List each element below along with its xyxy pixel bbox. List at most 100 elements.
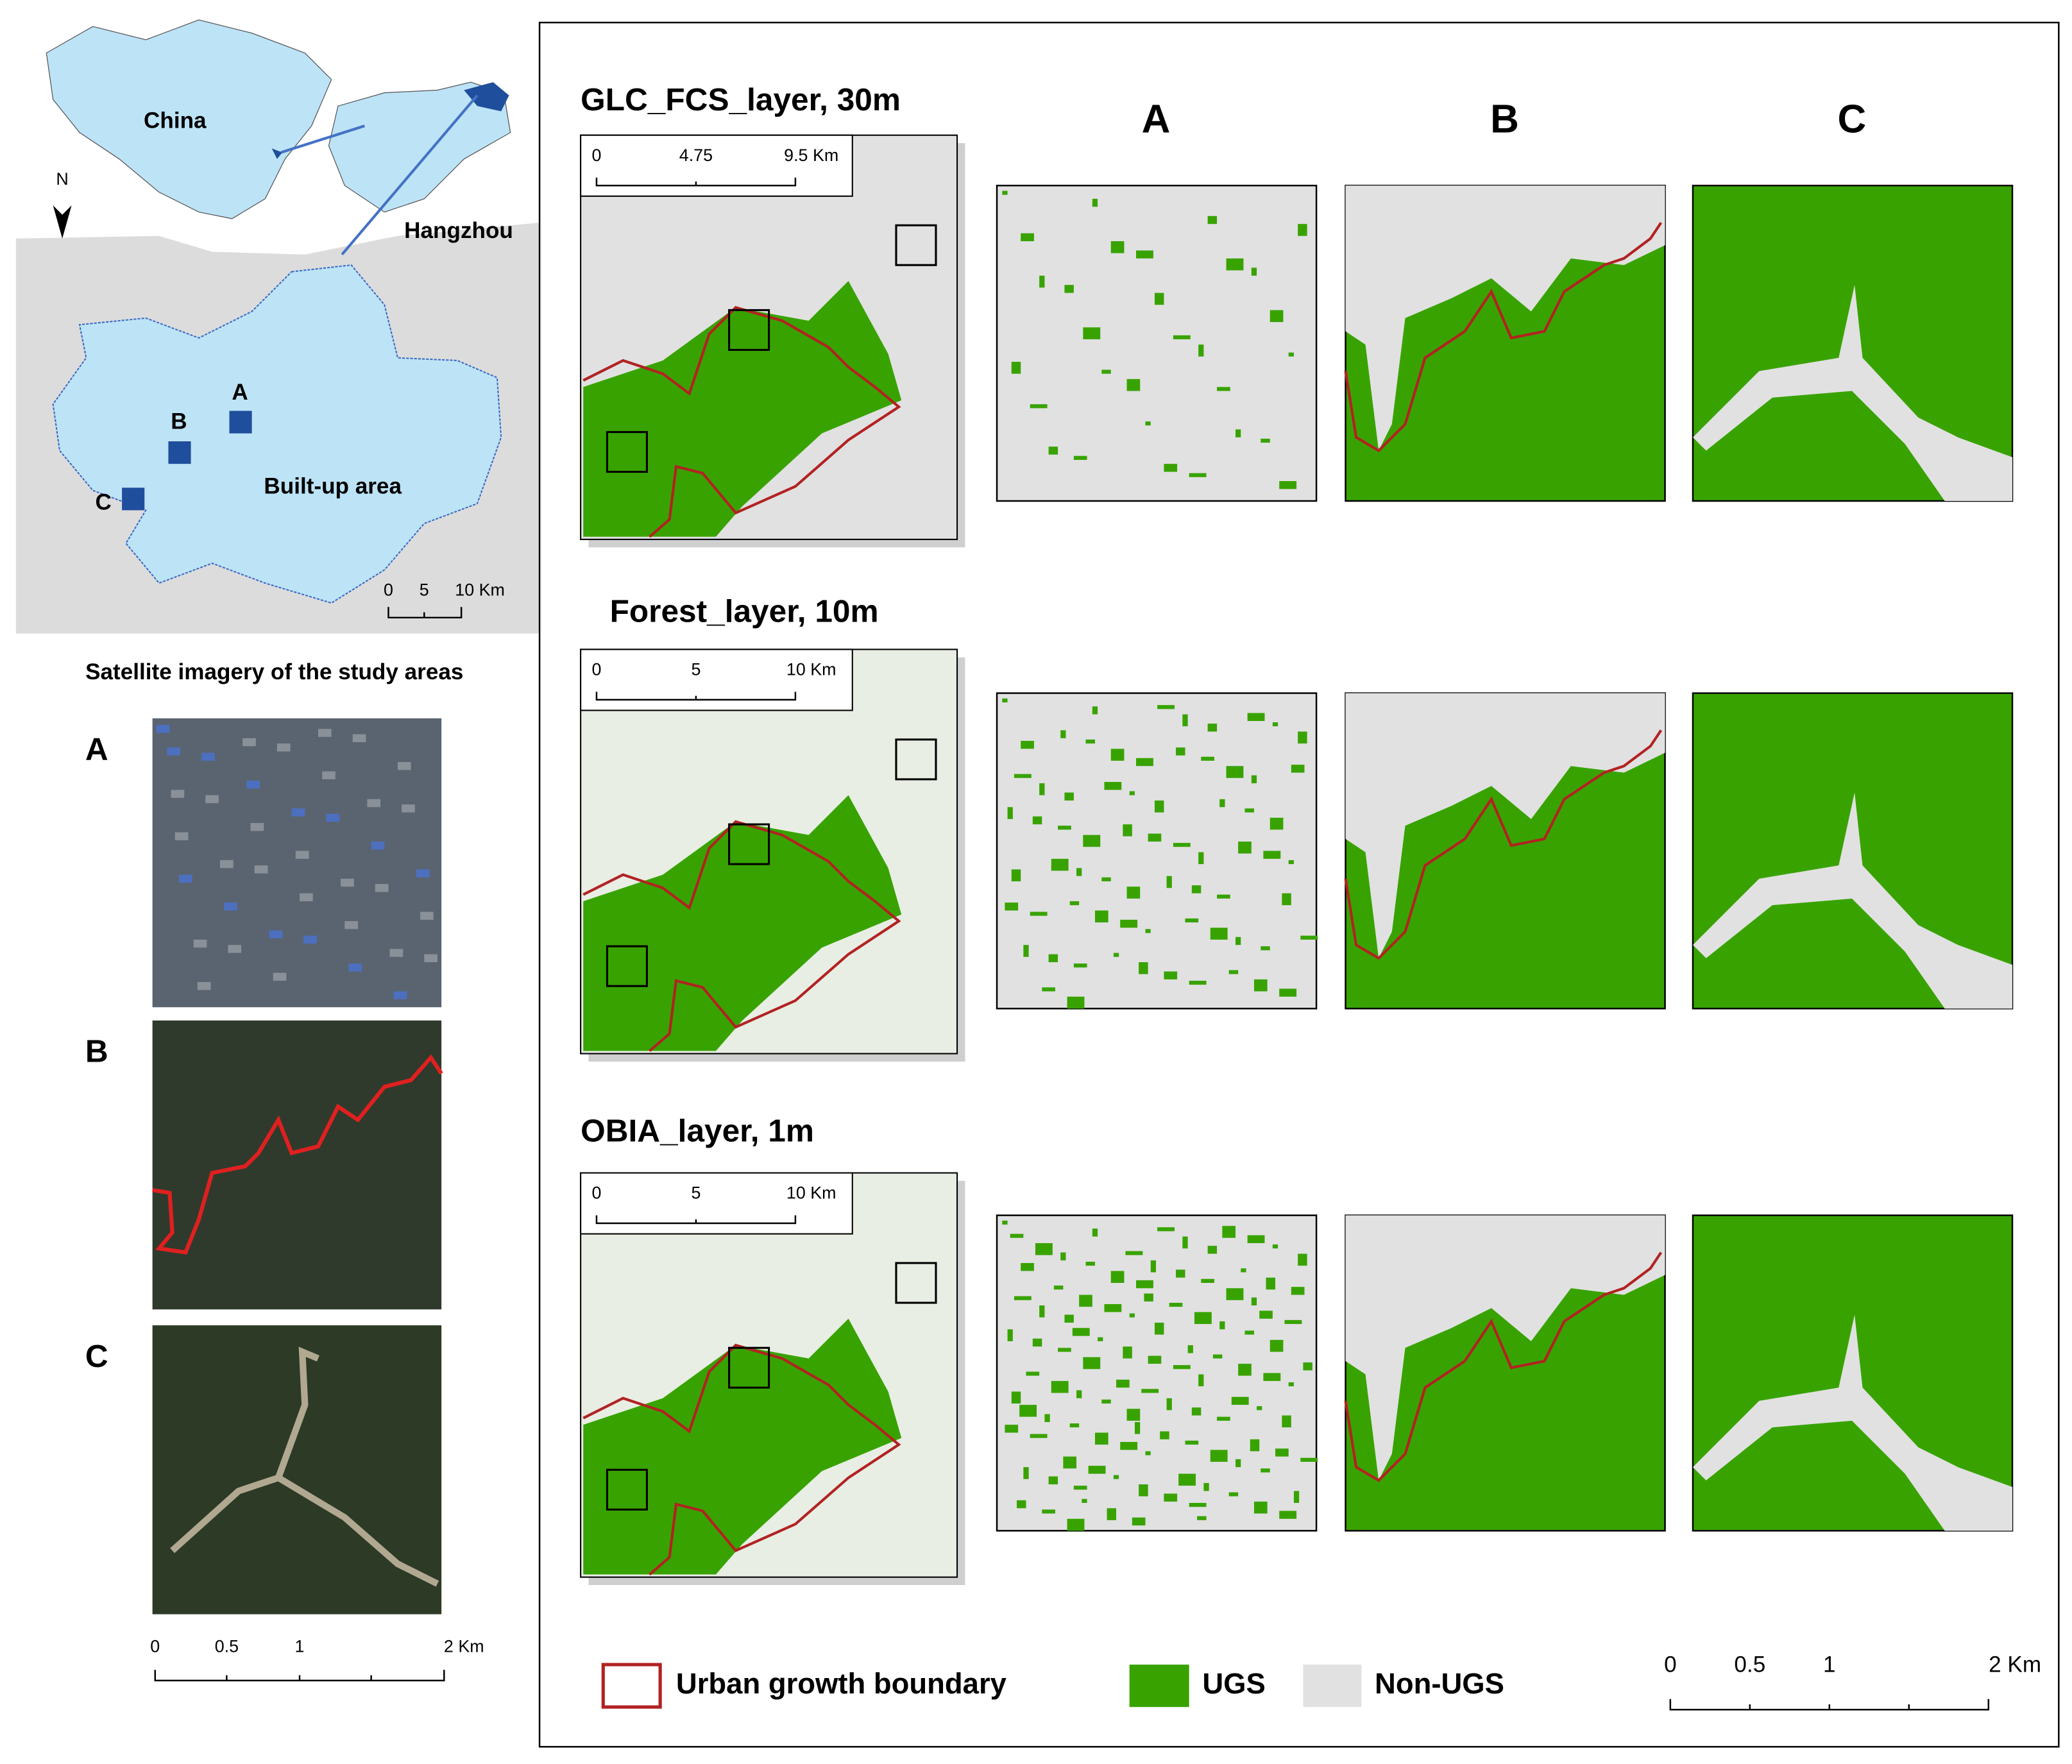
building bbox=[250, 823, 264, 831]
ugs-patch bbox=[1073, 963, 1087, 968]
scale-label: 5 bbox=[691, 660, 701, 679]
ugs-patch bbox=[1007, 807, 1013, 819]
ugs-patch bbox=[1279, 988, 1297, 997]
road bbox=[170, 1346, 439, 1587]
scalebar-box bbox=[580, 1172, 853, 1235]
ugs-patch bbox=[1228, 970, 1239, 974]
ugs-patch bbox=[1291, 765, 1305, 773]
scale-label: 0 bbox=[591, 1183, 601, 1203]
satellite-title: Satellite imagery of the study areas bbox=[85, 659, 463, 684]
ugs-patch bbox=[1007, 1329, 1013, 1341]
building bbox=[228, 945, 242, 953]
scale-label: 10 Km bbox=[786, 660, 836, 679]
site-label: A bbox=[232, 380, 248, 405]
satellite-image bbox=[152, 718, 442, 1008]
layer-title: Forest_layer, 10m bbox=[610, 593, 879, 629]
ugs-patch bbox=[1042, 987, 1055, 992]
ugs-patch bbox=[1282, 1415, 1291, 1428]
ugs-patch bbox=[1201, 1278, 1214, 1283]
ugs-patch bbox=[1136, 758, 1153, 767]
ugs-patch bbox=[1178, 1473, 1196, 1486]
building bbox=[322, 771, 335, 779]
ugs-patch bbox=[1303, 1362, 1312, 1371]
ugs-patch bbox=[1251, 267, 1257, 276]
ugs-patch bbox=[1244, 808, 1254, 813]
ugs-patch bbox=[1173, 843, 1191, 847]
ugs-patch bbox=[1236, 1459, 1241, 1468]
ugs-patch bbox=[1298, 731, 1307, 744]
ugs-patch bbox=[1207, 724, 1218, 732]
ugs-patch bbox=[1288, 860, 1294, 865]
ugs-patch bbox=[1139, 1484, 1148, 1497]
building bbox=[397, 762, 411, 770]
ugs-patch bbox=[1226, 1288, 1244, 1300]
ugs-patch bbox=[1060, 1252, 1066, 1260]
site-label: C bbox=[96, 489, 112, 514]
ugs-patch bbox=[1073, 455, 1087, 460]
ugs-patch bbox=[1021, 740, 1034, 749]
ugs-patch bbox=[1176, 1269, 1185, 1278]
building bbox=[344, 920, 358, 929]
ugs-patch bbox=[1189, 1502, 1207, 1507]
ugs-patch bbox=[1051, 1380, 1069, 1393]
ugs-patch bbox=[1166, 1398, 1172, 1411]
scale-label: 4.75 bbox=[679, 146, 713, 165]
non-ugs bbox=[1692, 1314, 2013, 1531]
scale-label: 5 bbox=[691, 1183, 701, 1203]
scale-bar bbox=[595, 1215, 797, 1225]
ugs-patch bbox=[1048, 446, 1058, 455]
ugs-patch bbox=[1187, 1345, 1193, 1353]
satellite-image bbox=[152, 1020, 442, 1310]
building bbox=[318, 729, 332, 737]
ugs-patch bbox=[1064, 1314, 1074, 1323]
arrow bbox=[280, 124, 365, 154]
ugs-patch bbox=[1251, 1297, 1257, 1306]
hangzhou-dot bbox=[271, 148, 283, 159]
ugs-patch bbox=[1072, 1328, 1090, 1336]
site-box bbox=[728, 823, 770, 865]
ugs-patch bbox=[1300, 1457, 1318, 1462]
boundary bbox=[152, 1054, 443, 1255]
ugs-patch bbox=[1154, 800, 1164, 813]
scale-bar bbox=[595, 691, 797, 701]
ugs-patch bbox=[1136, 250, 1153, 259]
ugs-patch bbox=[1257, 1406, 1262, 1411]
non-ugs bbox=[1345, 185, 1665, 451]
ugs-patch bbox=[1064, 792, 1074, 801]
ugs-patch bbox=[1063, 1456, 1077, 1469]
ugs-patch bbox=[1228, 1492, 1239, 1497]
scale-bar bbox=[595, 177, 797, 187]
ugs-patch bbox=[1279, 481, 1297, 489]
ugs-patch bbox=[1104, 1304, 1122, 1312]
ugs-patch bbox=[1210, 1450, 1228, 1462]
hangzhou-region bbox=[328, 81, 511, 213]
ugs-patch bbox=[1113, 953, 1119, 957]
ugs-patch bbox=[1298, 1253, 1307, 1266]
ugs-patch bbox=[1060, 730, 1066, 738]
building bbox=[197, 981, 211, 990]
ugs-patch bbox=[1185, 1440, 1199, 1445]
ugs-patch bbox=[1110, 749, 1125, 761]
urban-boundary bbox=[1344, 221, 1663, 453]
building bbox=[295, 851, 309, 859]
satellite-image bbox=[152, 1325, 442, 1615]
ugs-patch bbox=[1014, 774, 1032, 778]
ugs-patch bbox=[1120, 919, 1138, 928]
ugs-patch bbox=[1251, 775, 1257, 784]
north-arrow bbox=[53, 205, 72, 239]
building bbox=[220, 860, 234, 869]
ugs-patch bbox=[1263, 1373, 1281, 1381]
non-ugs bbox=[1692, 285, 2013, 501]
column-label: A bbox=[1142, 97, 1171, 141]
ugs-patch bbox=[1053, 1285, 1064, 1290]
ugs-patch bbox=[1101, 877, 1111, 881]
ugs-patch bbox=[1279, 1511, 1297, 1519]
north-label: N bbox=[56, 169, 68, 189]
ugs-patch bbox=[1002, 1220, 1008, 1225]
ugs-patch bbox=[1164, 464, 1178, 472]
ugs-patch bbox=[1039, 1305, 1045, 1318]
ugs-patch bbox=[1284, 1319, 1302, 1325]
ugs-patch bbox=[1002, 191, 1008, 195]
ugs-patch bbox=[1076, 868, 1082, 876]
ugs-patch bbox=[1101, 1399, 1111, 1404]
